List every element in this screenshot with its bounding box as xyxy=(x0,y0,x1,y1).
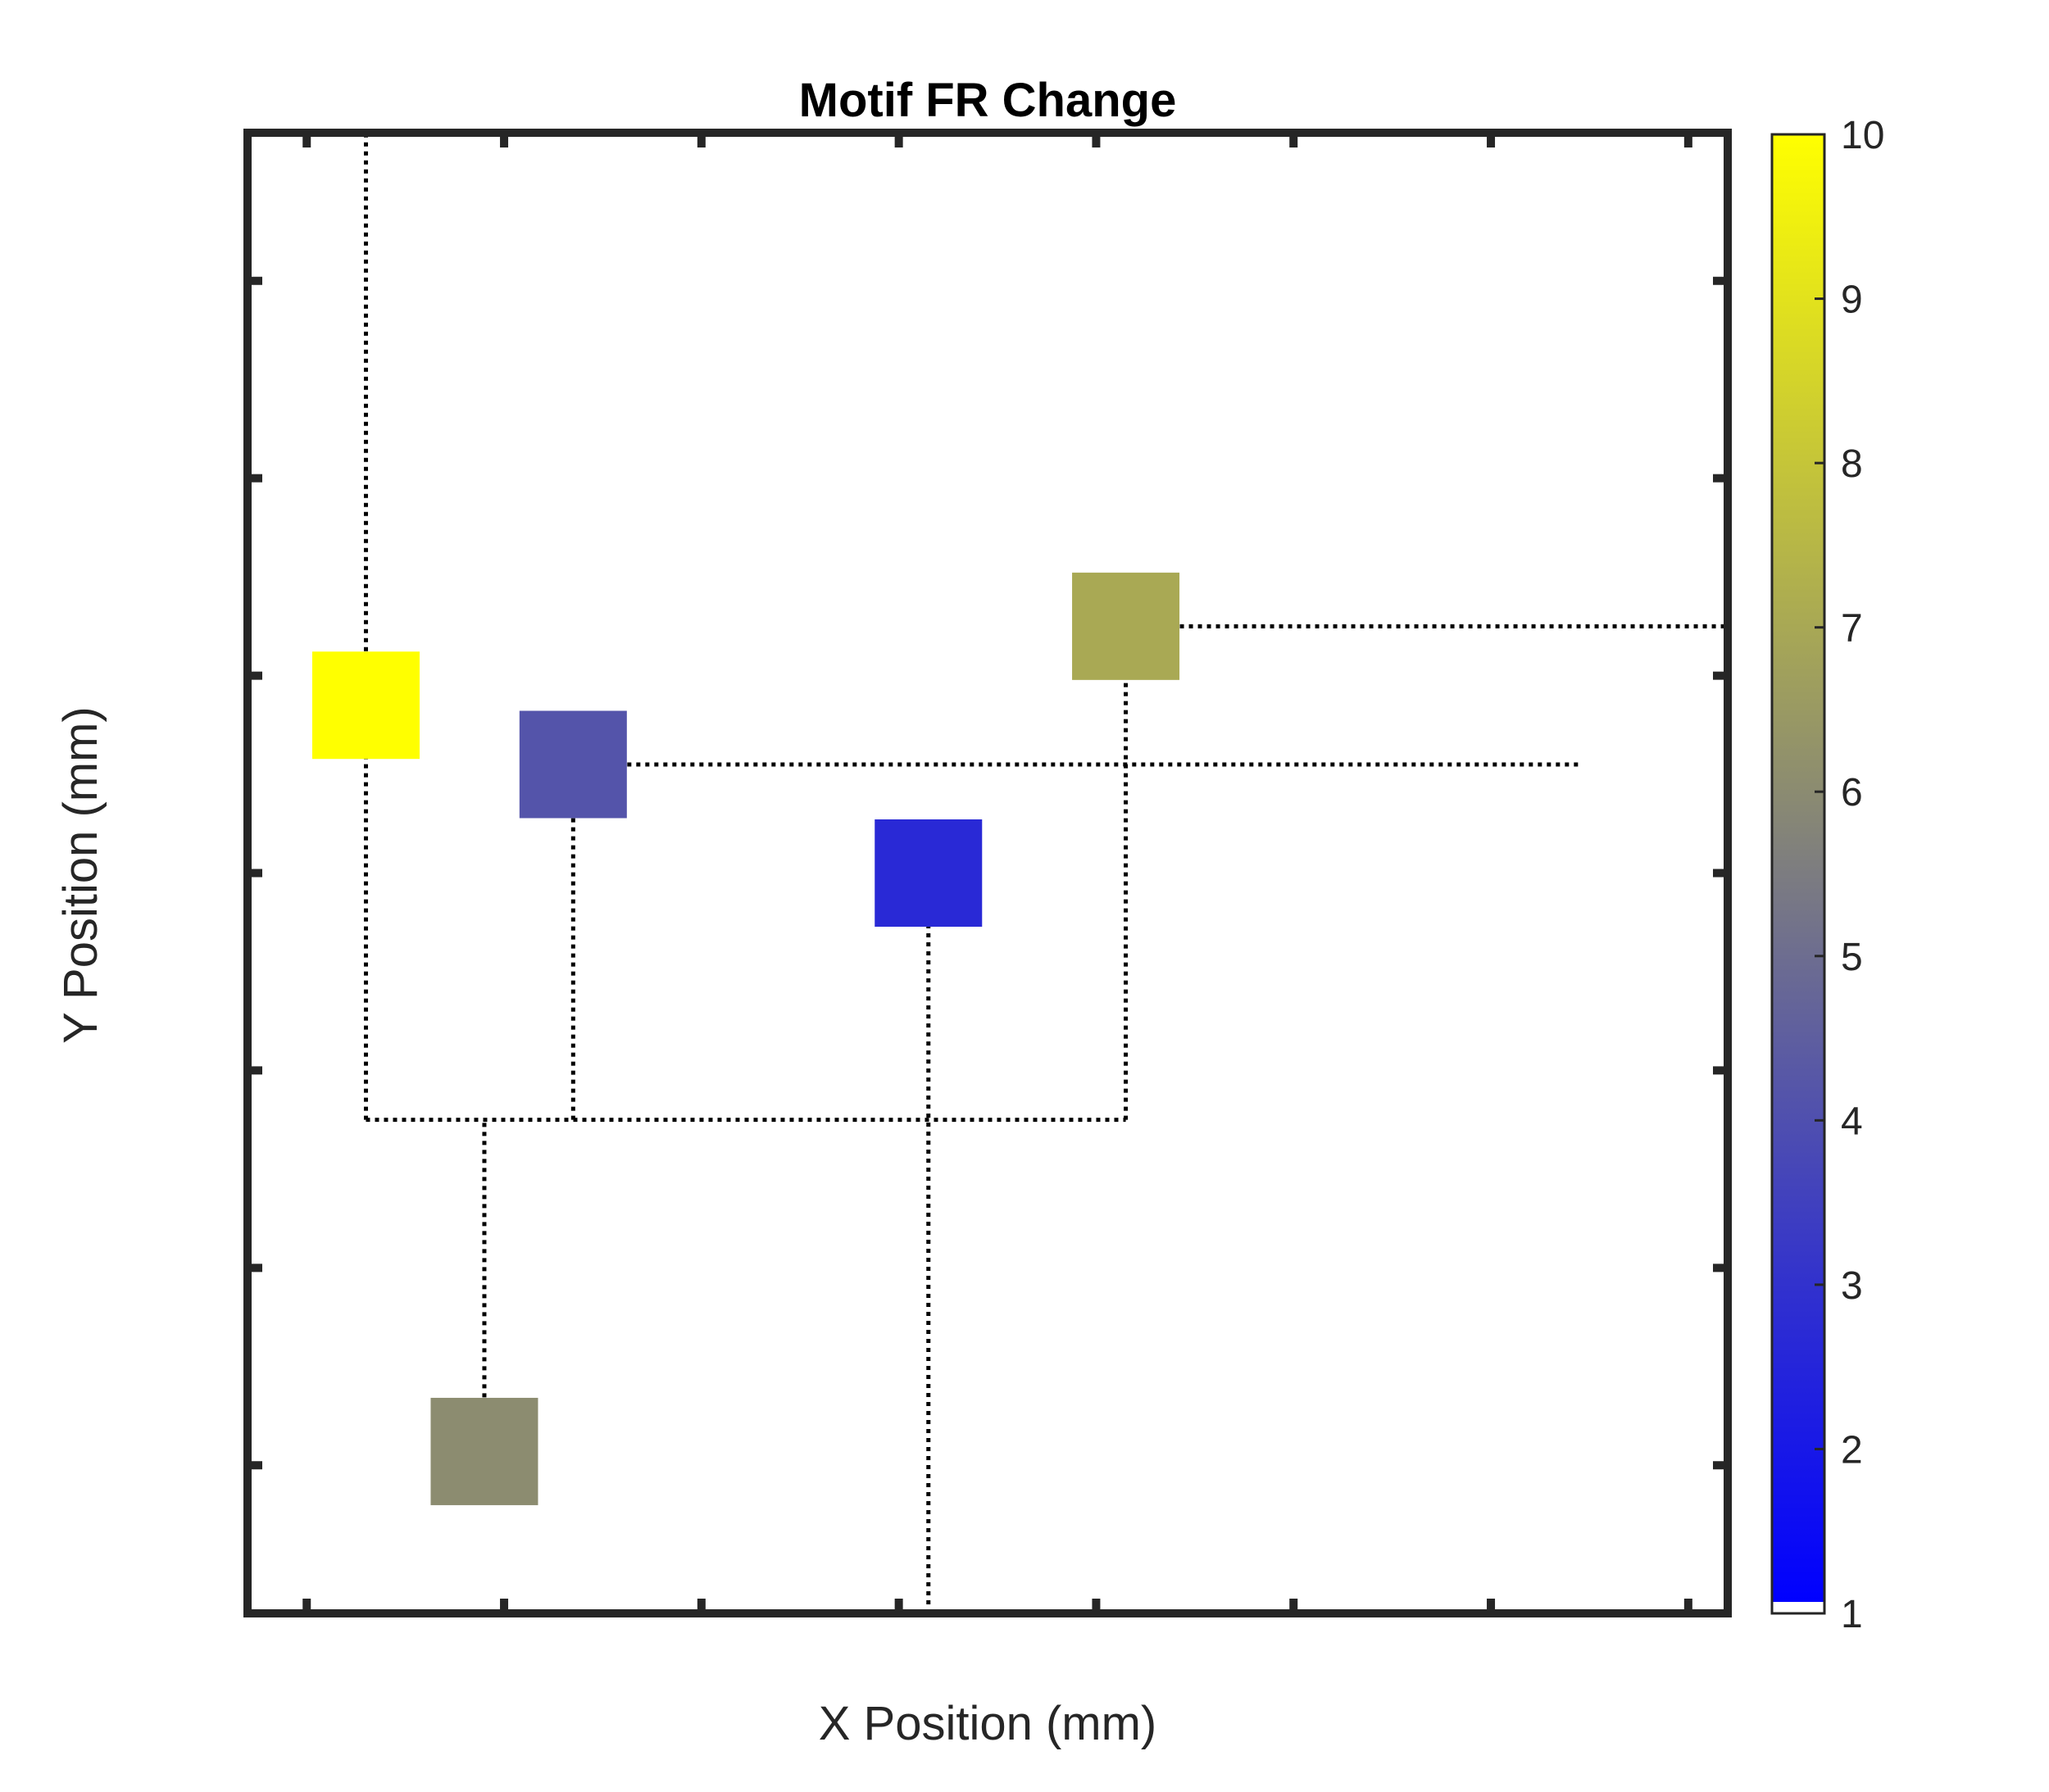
y-axis-label: Y Position (mm) xyxy=(54,706,107,1043)
colorbar-ramp xyxy=(1772,134,1824,1602)
heatmap-cell-5 xyxy=(430,1397,538,1505)
colorbar-tick-label-7: 7 xyxy=(1841,607,1863,651)
axes xyxy=(243,129,1732,1617)
colorbar-tick-label-3: 3 xyxy=(1841,1264,1863,1308)
heatmap-cell-4 xyxy=(1072,572,1180,680)
cells-layer xyxy=(311,572,1180,1505)
colorbar-tick-label-2: 2 xyxy=(1841,1428,1863,1472)
colorbar-tick-label-6: 6 xyxy=(1841,771,1863,814)
axes-frame xyxy=(243,129,1732,1617)
colorbar-tick-label-8: 8 xyxy=(1841,442,1863,486)
x-axis-label: X Position (mm) xyxy=(819,1697,1157,1750)
colorbar-tick-label-1: 1 xyxy=(1841,1593,1863,1636)
colorbar-tick-label-9: 9 xyxy=(1841,279,1863,322)
heatmap-cell-2 xyxy=(519,710,627,819)
colorbar-tick-label-10: 10 xyxy=(1841,114,1884,157)
heatmap-cell-3 xyxy=(875,819,983,927)
heatmap-cell-1 xyxy=(311,651,420,760)
chart-title: Motif FR Change xyxy=(799,74,1177,127)
colorbar: 1 2 3 4 5 6 7 8 9 10 xyxy=(1770,114,1884,1636)
connections-layer xyxy=(363,133,1728,1613)
colorbar-tick-label-5: 5 xyxy=(1841,936,1863,979)
colorbar-frame xyxy=(1770,133,1826,1615)
colorbar-tick-label-4: 4 xyxy=(1841,1100,1863,1143)
colorbar-under-band xyxy=(1772,1602,1824,1613)
